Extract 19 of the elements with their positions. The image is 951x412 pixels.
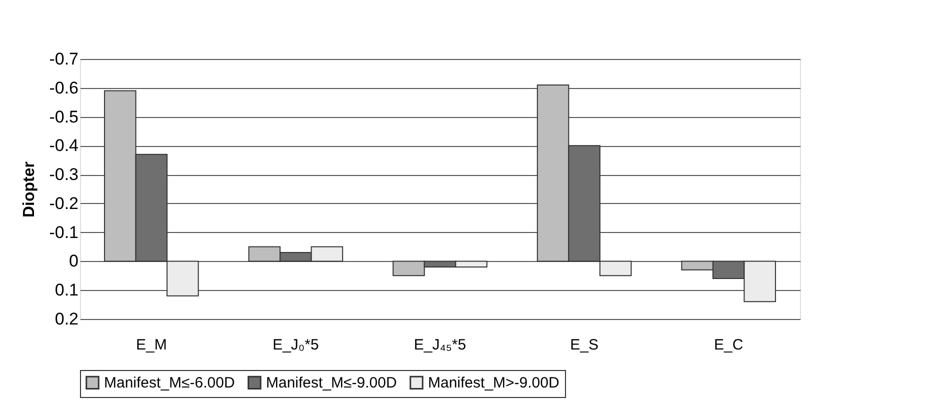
y-tick-label: 0.1 [54, 280, 78, 300]
y-tick-label: -0.6 [49, 78, 78, 98]
legend-label: Manifest_M≤-9.00D [266, 374, 397, 392]
x-tick-label: E_C [714, 336, 744, 354]
x-tick-label: E_J₀*5 [272, 336, 319, 354]
y-tick-label: -0.3 [49, 165, 78, 184]
y-axis-title: Diopter [21, 162, 38, 218]
x-tick-label: E_J₄₅*5 [414, 336, 466, 354]
y-tick-label: 0 [69, 252, 78, 271]
y-tick-label: -0.5 [49, 107, 78, 126]
y-tick-label: -0.4 [49, 136, 78, 156]
y-tick-label: -0.1 [49, 222, 78, 242]
x-tick-label: E_S [570, 336, 598, 354]
y-tick-label: -0.2 [49, 194, 78, 213]
x-tick-label: E_M [136, 336, 167, 354]
legend-label: Manifest_M>-9.00D [428, 374, 560, 392]
y-tick-label: -0.7 [49, 50, 78, 68]
y-tick-label: 0.2 [54, 310, 78, 328]
legend-label: Manifest_M≤-6.00D [104, 374, 235, 392]
